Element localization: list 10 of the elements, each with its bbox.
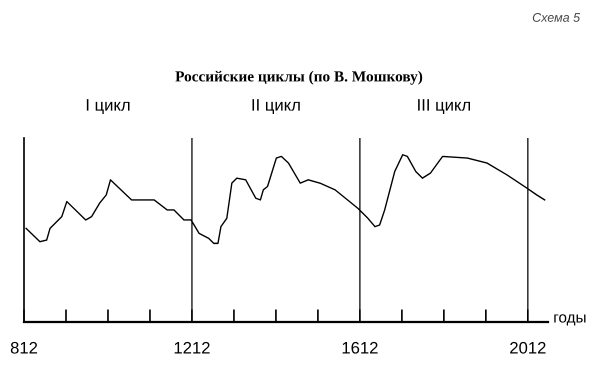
chart-title: Российские циклы (по В. Мошкову) — [175, 70, 422, 85]
text: I цикл — [86, 99, 130, 114]
x-axis-title: годы — [554, 314, 586, 326]
x-tick-label: 812 — [10, 342, 38, 354]
x-tick-label: 1212 — [174, 342, 210, 354]
text: III цикл — [418, 99, 470, 114]
x-tick-label: 2012 — [510, 342, 546, 354]
text: Схема 5 — [532, 13, 580, 22]
text: II цикл — [252, 99, 300, 114]
x-tick-label: 1612 — [342, 342, 378, 354]
